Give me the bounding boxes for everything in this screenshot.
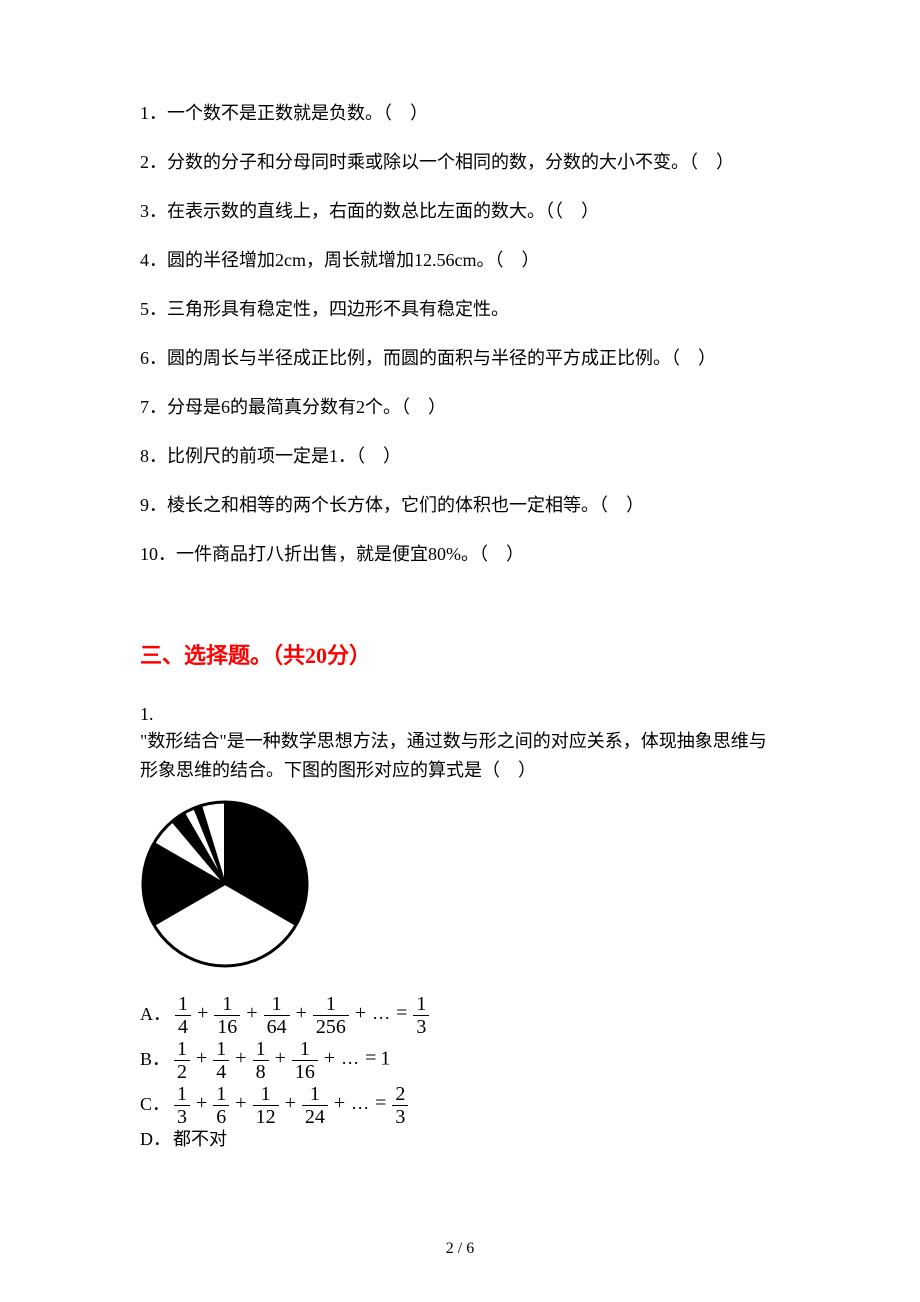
tf-item-8: 8．比例尺的前项一定是1．（ ）: [140, 443, 780, 470]
mc-q1-number: 1.: [140, 704, 780, 725]
pie-chart-icon: [140, 799, 310, 969]
mc-q1-option-b: B． 12+14+18+116+…=1: [140, 1039, 780, 1082]
mc-q1-option-c: C． 13+16+112+124+…=23: [140, 1084, 780, 1127]
page: 1．一个数不是正数就是负数。（ ） 2．分数的分子和分母同时乘或除以一个相同的数…: [0, 0, 920, 1302]
tf-item-2: 2．分数的分子和分母同时乘或除以一个相同的数，分数的大小不变。（ ）: [140, 149, 780, 176]
option-label-b: B．: [140, 1049, 170, 1071]
true-false-list: 1．一个数不是正数就是负数。（ ） 2．分数的分子和分母同时乘或除以一个相同的数…: [140, 100, 780, 590]
option-label-c: C．: [140, 1094, 170, 1116]
tf-item-4: 4．圆的半径增加2cm，周长就增加12.56cm。（ ）: [140, 247, 780, 274]
mc-q1-option-d: D．都不对: [140, 1129, 780, 1151]
tf-item-3: 3．在表示数的直线上，右面的数总比左面的数大。（（ ）: [140, 198, 780, 225]
tf-item-5: 5．三角形具有稳定性，四边形不具有稳定性。: [140, 296, 780, 323]
mc-question-1: 1. "数形结合"是一种数学思想方法，通过数与形之间的对应关系，体现抽象思维与形…: [140, 704, 780, 1150]
option-d-text: 都不对: [173, 1129, 227, 1149]
mc-q1-stem: "数形结合"是一种数学思想方法，通过数与形之间的对应关系，体现抽象思维与形象思维…: [140, 727, 780, 785]
option-label-d: D．: [140, 1129, 171, 1149]
option-a-expression: 14+116+164+1256+…=13: [173, 994, 431, 1037]
tf-item-6: 6．圆的周长与半径成正比例，而圆的面积与半径的平方成正比例。（ ）: [140, 345, 780, 372]
tf-item-7: 7．分母是6的最简真分数有2个。（ ）: [140, 394, 780, 421]
option-c-expression: 13+16+112+124+…=23: [172, 1084, 410, 1127]
mc-q1-options: A． 14+116+164+1256+…=13 B． 12+14+18+116+…: [140, 994, 780, 1151]
tf-item-1: 1．一个数不是正数就是负数。（ ）: [140, 100, 780, 127]
page-footer: 2 / 6: [0, 1240, 920, 1258]
option-b-expression: 12+14+18+116+…=1: [172, 1039, 390, 1082]
section-3-heading: 三、选择题。（共20分）: [140, 638, 780, 670]
option-label-a: A．: [140, 1004, 171, 1026]
tf-item-10: 10．一件商品打八折出售，就是便宜80%。（ ）: [140, 541, 780, 568]
tf-item-9: 9．棱长之和相等的两个长方体，它们的体积也一定相等。（ ）: [140, 492, 780, 519]
mc-q1-pie-figure: [140, 799, 780, 974]
mc-q1-option-a: A． 14+116+164+1256+…=13: [140, 994, 780, 1037]
